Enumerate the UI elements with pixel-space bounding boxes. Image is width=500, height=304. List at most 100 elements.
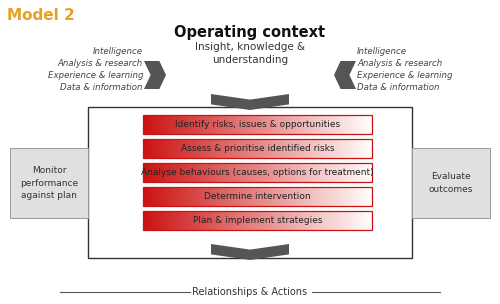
Bar (143, 163, 372, 182)
Bar (218, 187, 222, 206)
Bar (332, 139, 336, 158)
Bar (329, 211, 333, 230)
Bar (166, 163, 170, 182)
Bar (254, 211, 258, 230)
Bar (174, 211, 178, 230)
Bar (364, 115, 368, 134)
Bar (272, 163, 276, 182)
Bar (163, 163, 167, 182)
Bar (309, 139, 313, 158)
Bar (278, 211, 281, 230)
Bar (194, 139, 198, 158)
Bar (320, 163, 324, 182)
Bar (349, 163, 353, 182)
Bar (358, 187, 362, 206)
Bar (306, 163, 310, 182)
Bar (300, 163, 304, 182)
Bar (200, 211, 204, 230)
Bar (280, 211, 284, 230)
Bar (166, 139, 170, 158)
Bar (212, 163, 216, 182)
Bar (346, 163, 350, 182)
Bar (246, 187, 250, 206)
Bar (340, 211, 344, 230)
Bar (194, 211, 198, 230)
Text: Operating context: Operating context (174, 25, 326, 40)
Text: Assess & prioritise identified risks: Assess & prioritise identified risks (181, 144, 334, 153)
Bar (238, 139, 242, 158)
Bar (260, 163, 264, 182)
Bar (234, 211, 238, 230)
Bar (246, 139, 250, 158)
Bar (160, 139, 164, 158)
Bar (212, 187, 216, 206)
Bar (312, 115, 316, 134)
Bar (298, 163, 302, 182)
Bar (186, 211, 190, 230)
Bar (266, 163, 270, 182)
Bar (148, 211, 152, 230)
Bar (243, 187, 247, 206)
Bar (246, 163, 250, 182)
Bar (178, 115, 181, 134)
Bar (143, 163, 147, 182)
Bar (218, 163, 222, 182)
Bar (223, 115, 227, 134)
Bar (309, 163, 313, 182)
Bar (294, 115, 298, 134)
Bar (320, 115, 324, 134)
Bar (360, 115, 364, 134)
Bar (358, 211, 362, 230)
Text: Intelligence
Analysis & research
Experience & learning
Data & information: Intelligence Analysis & research Experie… (48, 47, 143, 92)
Bar (338, 187, 342, 206)
Bar (318, 163, 322, 182)
Bar (232, 187, 235, 206)
Bar (158, 211, 161, 230)
Bar (154, 139, 158, 158)
Bar (332, 115, 336, 134)
Bar (266, 139, 270, 158)
Bar (234, 115, 238, 134)
Bar (214, 187, 218, 206)
Bar (252, 115, 256, 134)
Bar (203, 163, 207, 182)
Bar (194, 115, 198, 134)
Text: Evaluate
outcomes: Evaluate outcomes (429, 172, 473, 194)
Bar (206, 211, 210, 230)
Bar (178, 139, 181, 158)
Bar (232, 139, 235, 158)
Bar (152, 163, 156, 182)
Bar (249, 139, 253, 158)
Bar (258, 211, 262, 230)
Bar (366, 163, 370, 182)
Bar (355, 139, 358, 158)
Bar (220, 139, 224, 158)
Bar (284, 211, 287, 230)
Bar (146, 115, 150, 134)
Bar (172, 187, 175, 206)
Bar (324, 211, 327, 230)
Bar (212, 139, 216, 158)
Bar (172, 139, 175, 158)
Bar (258, 139, 262, 158)
Bar (324, 139, 327, 158)
Bar (212, 211, 216, 230)
Bar (304, 115, 307, 134)
Bar (183, 211, 187, 230)
Bar (203, 187, 207, 206)
Bar (243, 163, 247, 182)
Bar (240, 187, 244, 206)
Bar (344, 115, 347, 134)
Bar (304, 211, 307, 230)
Bar (304, 139, 307, 158)
Bar (209, 163, 212, 182)
Bar (169, 163, 172, 182)
Bar (332, 163, 336, 182)
Bar (240, 163, 244, 182)
Bar (189, 139, 192, 158)
Bar (292, 115, 296, 134)
Bar (192, 163, 196, 182)
Bar (364, 211, 368, 230)
Bar (169, 115, 172, 134)
Bar (329, 187, 333, 206)
